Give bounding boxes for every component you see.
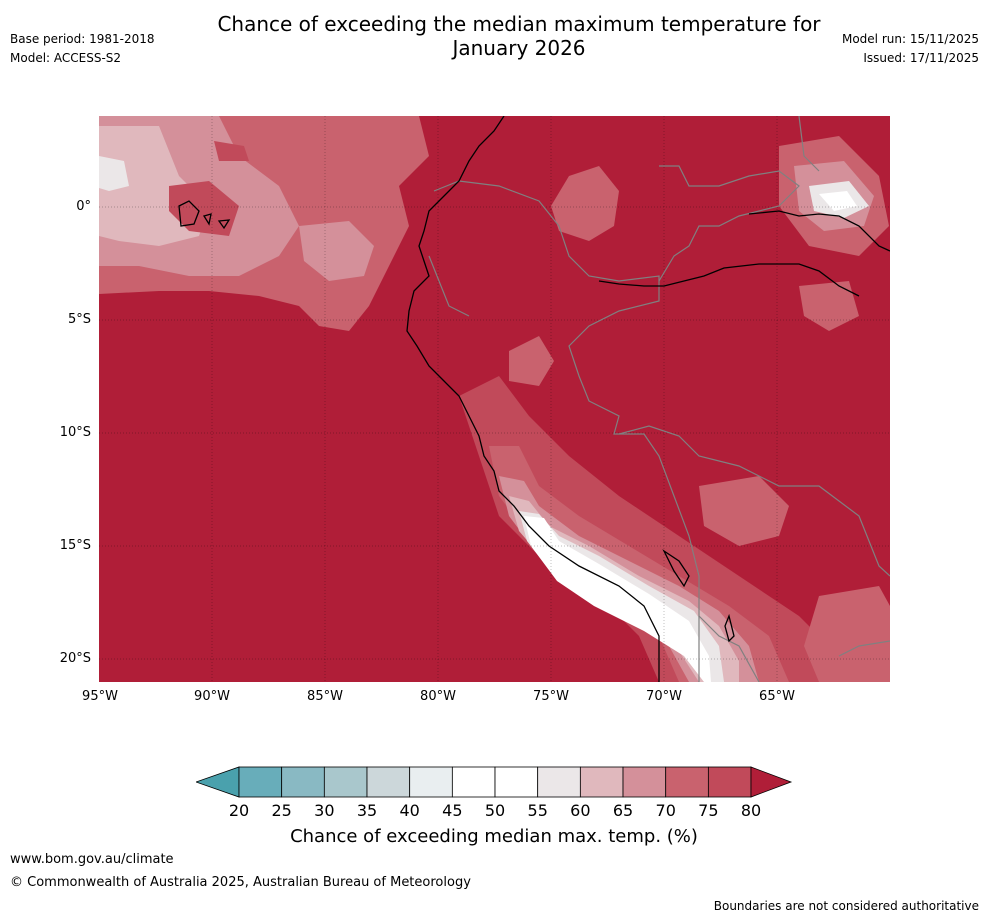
- lat-label-20s: 20°S: [59, 651, 91, 666]
- contour-55-pacific: [99, 156, 129, 191]
- colorbar: [196, 766, 793, 798]
- colorbar-cell: [707, 766, 752, 798]
- country-borders: [428, 116, 890, 682]
- colorbar-tick-label: 70: [655, 801, 676, 820]
- contour-75-galapagos: [169, 181, 239, 236]
- colorbar-tick-label: 55: [527, 801, 548, 820]
- lon-label-90w: 90°W: [194, 689, 230, 704]
- colorbar-tick-label: 45: [442, 801, 463, 820]
- colorbar-cell: [451, 766, 496, 798]
- contour-70-amazon: [551, 166, 619, 241]
- contour-50-andes: [524, 516, 711, 682]
- lat-label-0: 0°: [76, 199, 91, 214]
- colorbar-tick-label: 65: [612, 801, 634, 820]
- lon-label-65w: 65°W: [759, 689, 795, 704]
- forecast-map: [99, 116, 890, 682]
- colorbar-tick-label: 25: [271, 801, 292, 820]
- contour-70-bolivia: [699, 476, 789, 546]
- coastline: [178, 116, 890, 682]
- chart-title: Chance of exceeding the median maximum t…: [150, 12, 888, 60]
- base-period: Base period: 1981-2018: [10, 32, 155, 46]
- colorbar-cell: [366, 766, 411, 798]
- contour-75-spot: [214, 141, 249, 161]
- colorbar-cell: [281, 766, 325, 798]
- lon-label-70w: 70°W: [646, 689, 682, 704]
- colorbar-cell: [494, 766, 539, 798]
- colorbar-tick-label: 20: [228, 801, 250, 820]
- lat-label-5s: 5°S: [67, 312, 91, 327]
- contour-50-northeast: [819, 191, 857, 211]
- colorbar-tick-label: 50: [484, 801, 506, 820]
- colorbar-tick-label: 40: [399, 801, 420, 820]
- colorbar-cell: [665, 766, 709, 798]
- colorbar-cells: [238, 766, 752, 798]
- graticule: [99, 116, 890, 682]
- model-name: Model: ACCESS-S2: [10, 51, 122, 65]
- issued-date: Issued: 17/11/2025: [863, 51, 979, 65]
- colorbar-high-arrow: [750, 766, 793, 798]
- meta-left: Base period: 1981-2018 Model: ACCESS-S2: [10, 30, 155, 68]
- lon-label-85w: 85°W: [307, 689, 343, 704]
- colorbar-cell: [622, 766, 667, 798]
- colorbar-cell: [323, 766, 368, 798]
- contour-75-andes: [459, 376, 859, 682]
- contour-70-east: [799, 281, 859, 331]
- title-line-2: January 2026: [452, 36, 586, 60]
- title-line-1: Chance of exceeding the median maximum t…: [217, 12, 821, 36]
- lon-label-95w: 95°W: [82, 689, 118, 704]
- colorbar-tick-label: 60: [570, 801, 591, 820]
- colorbar-tick-label: 75: [698, 801, 719, 820]
- colorbar-tick-label: 35: [356, 801, 378, 820]
- colorbar-tick-label: 30: [314, 801, 335, 820]
- colorbar-cell: [409, 766, 453, 798]
- lat-label-10s: 10°S: [59, 425, 91, 440]
- disclaimer-text: Boundaries are not considered authoritat…: [713, 899, 979, 913]
- website-link[interactable]: www.bom.gov.au/climate: [10, 852, 174, 867]
- colorbar-cell: [537, 766, 581, 798]
- lat-label-15s: 15°S: [59, 538, 91, 553]
- lon-label-80w: 80°W: [420, 689, 456, 704]
- meta-right: Model run: 15/11/2025 Issued: 17/11/2025: [842, 30, 979, 68]
- colorbar-label: Chance of exceeding median max. temp. (%…: [290, 826, 698, 847]
- colorbar-tick-label: 80: [740, 801, 762, 820]
- contour-70-peru-north: [509, 336, 554, 386]
- contour-70-southeast: [804, 586, 890, 682]
- colorbar-cell: [238, 766, 283, 798]
- colorbar-low-arrow: [196, 766, 240, 798]
- contour-65-spot: [299, 221, 374, 281]
- model-run: Model run: 15/11/2025: [841, 32, 979, 46]
- copyright-text: © Commonwealth of Australia 2025, Austra…: [10, 875, 471, 890]
- lon-label-75w: 75°W: [533, 689, 569, 704]
- colorbar-cell: [579, 766, 624, 798]
